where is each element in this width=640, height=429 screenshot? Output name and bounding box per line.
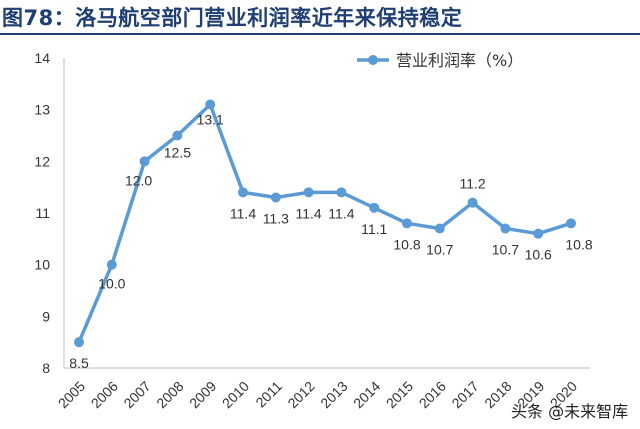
data-label: 11.2 [459, 176, 485, 192]
series-layer: 8.5 10.0 12.0 12.5 13.1 11.4 11.3 11.4 11.4 11.1 1… [69, 99, 593, 371]
data-point [172, 130, 183, 141]
data-point [139, 156, 150, 167]
x-tick-label: 2013 [317, 378, 350, 411]
data-label: 11.4 [295, 205, 321, 221]
x-tick-label: 2015 [383, 378, 416, 411]
data-point [434, 223, 445, 234]
series-line [77, 102, 572, 343]
y-tick-label: 8 [42, 360, 50, 376]
data-label: 11.4 [230, 205, 256, 221]
data-label: 10.6 [525, 247, 552, 263]
data-label: 10.7 [492, 242, 519, 258]
data-label: 10.0 [98, 276, 125, 292]
y-tick-label: 11 [35, 205, 50, 221]
y-tick-label: 12 [34, 153, 50, 169]
x-tick-label: 2007 [120, 378, 153, 411]
legend: 营业利润率（%） [357, 51, 523, 70]
x-tick-label: 2014 [350, 378, 383, 411]
x-tick-label: 2006 [88, 378, 121, 411]
data-label: 8.5 [69, 355, 89, 371]
data-point [336, 187, 347, 198]
data-point [369, 202, 380, 213]
data-label: 11.1 [361, 221, 387, 237]
data-point [205, 99, 216, 110]
y-tick-label: 13 [34, 102, 50, 118]
data-label: 12.5 [164, 145, 191, 161]
data-label: 12.0 [125, 172, 152, 188]
title-divider [0, 33, 640, 35]
x-tick-label: 2016 [416, 378, 449, 411]
figure-title: 图78：洛马航空部门营业利润率近年来保持稳定 [2, 6, 463, 30]
y-tick-label: 9 [42, 308, 50, 324]
data-label: 11.3 [263, 211, 289, 227]
data-label: 11.4 [328, 205, 354, 221]
data-point [566, 218, 576, 229]
y-tick-label: 10 [34, 257, 50, 273]
legend-swatch-marker [368, 55, 378, 65]
x-tick-label: 2018 [481, 378, 514, 411]
data-point [467, 197, 478, 208]
data-point [500, 223, 511, 234]
x-tick-label: 2009 [186, 378, 219, 411]
y-tick-label: 14 [34, 50, 50, 66]
x-tick-label: 2005 [55, 378, 88, 411]
data-point [106, 259, 117, 270]
x-tick-label: 2012 [284, 378, 317, 411]
data-point [238, 187, 248, 198]
figure-title-bar: 图78：洛马航空部门营业利润率近年来保持稳定 [0, 0, 640, 35]
legend-label: 营业利润率（%） [396, 51, 523, 70]
data-label: 13.1 [197, 112, 224, 128]
data-point [533, 228, 544, 239]
data-point [270, 192, 281, 203]
data-label: 10.8 [393, 236, 420, 252]
x-tick-label: 2011 [252, 378, 285, 411]
data-point [303, 187, 314, 198]
x-tick-label: 2010 [219, 378, 252, 411]
data-label: 10.8 [565, 236, 592, 252]
watermark: 头条 @未来智库 [511, 402, 629, 421]
data-label: 10.7 [426, 242, 453, 258]
x-tick-label: 2008 [153, 378, 186, 411]
data-point [74, 337, 84, 348]
x-tick-label: 2017 [448, 378, 481, 411]
data-point [402, 218, 412, 229]
